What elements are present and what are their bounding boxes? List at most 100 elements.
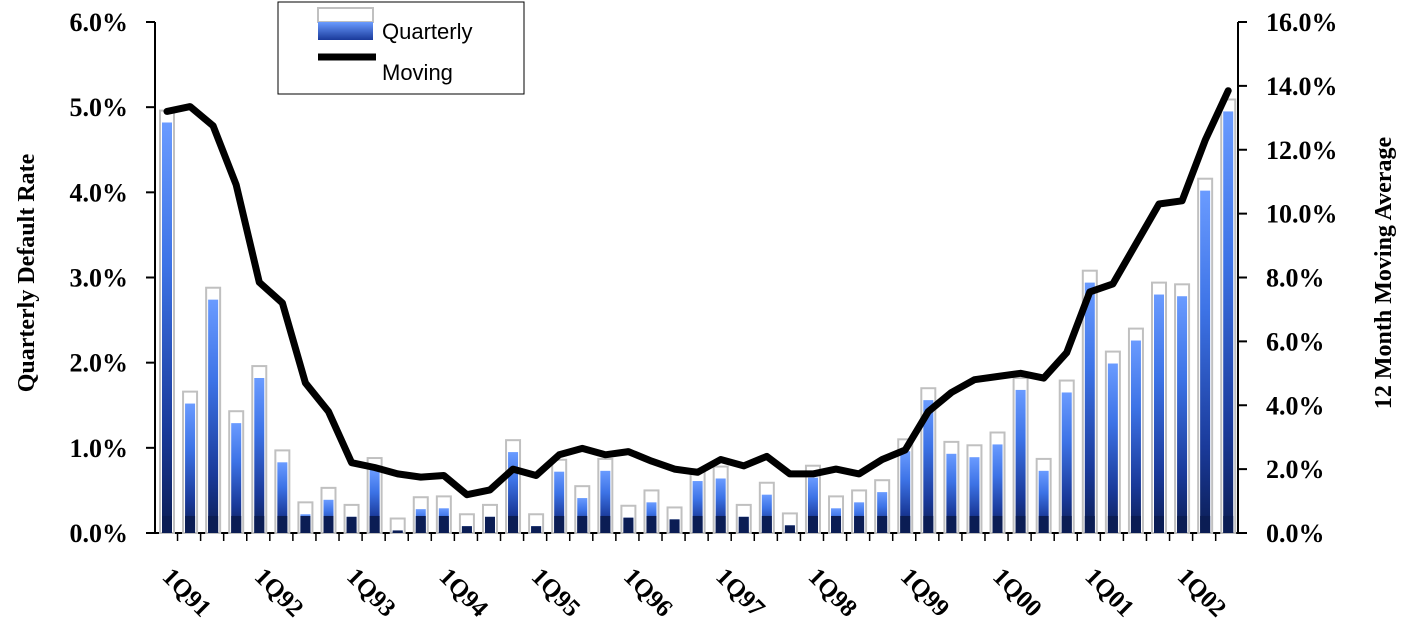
right-axis-tick-label: 6.0% (1266, 327, 1325, 356)
right-axis-tick-label: 4.0% (1266, 391, 1325, 420)
x-axis-tick-label: 1Q92 (249, 563, 308, 622)
quarterly-bar-base (692, 515, 703, 533)
quarterly-bar-base (784, 525, 795, 533)
quarterly-bar (162, 122, 172, 533)
left-axis-ticks (146, 21, 155, 534)
quarterly-bar (807, 477, 818, 533)
quarterly-bar (969, 457, 980, 533)
quarterly-bar-base (807, 515, 818, 533)
left-axis-tick-labels: 0.0% 1.0% 2.0% 3.0% 4.0% 5.0% 6.0% (70, 8, 129, 548)
quarterly-bar-base (1200, 515, 1211, 533)
quarterly-bar-base (508, 515, 519, 533)
quarterly-bar-base (277, 515, 288, 533)
x-axis-tick-label: 1Q97 (710, 563, 769, 622)
x-axis-tick-label: 1Q98 (803, 563, 862, 622)
quarterly-bar (1200, 190, 1211, 533)
quarterly-bar-base (992, 515, 1003, 533)
quarterly-bar-base (900, 515, 911, 533)
quarterly-bar (877, 492, 888, 533)
quarterly-bar-base (392, 530, 403, 533)
x-axis-tick-label: 1Q93 (341, 563, 400, 622)
quarterly-bar-base (231, 515, 242, 533)
quarterly-bar (692, 481, 703, 533)
quarterly-bar-base (854, 515, 865, 533)
quarterly-bar-base (923, 515, 934, 533)
legend-moving-label: Moving (382, 60, 453, 85)
x-axis-tick-label: 1Q91 (157, 563, 216, 622)
quarterly-bar-base (254, 515, 265, 533)
left-axis-tick-label: 6.0% (70, 8, 129, 37)
quarterly-bar-base (946, 515, 957, 533)
quarterly-bar-base (1061, 515, 1072, 533)
quarterly-bar-base (1223, 515, 1234, 533)
quarterly-bar-base (1177, 515, 1188, 533)
quarterly-bar-base (715, 515, 726, 533)
quarterly-bar (900, 451, 911, 533)
x-axis-tick-label: 1Q99 (895, 563, 954, 622)
x-axis-tick-labels: 1Q91 1Q92 1Q93 1Q94 1Q95 1Q96 1Q97 1Q98 1Q99 1Q00… (157, 563, 1231, 623)
quarterly-bar-base (162, 515, 172, 533)
quarterly-bar-base (300, 515, 311, 533)
left-axis-tick-label: 4.0% (70, 178, 129, 207)
x-axis-tick-label: 1Q96 (618, 563, 677, 622)
quarterly-bar-base (646, 515, 657, 533)
quarterly-bar (1038, 470, 1049, 533)
quarterly-bar-base (669, 519, 680, 533)
quarterly-bar-base (208, 515, 219, 533)
quarterly-bar-base (831, 515, 842, 533)
quarterly-bar (600, 470, 611, 533)
quarterly-bar (1177, 296, 1188, 533)
quarterly-bar-base (369, 515, 380, 533)
left-axis-tick-label: 2.0% (70, 349, 129, 378)
quarterly-bar (1154, 294, 1165, 533)
quarterly-bar-base (1130, 515, 1141, 533)
quarterly-bar-base (969, 515, 980, 533)
quarterly-bar (1084, 282, 1095, 533)
quarterly-bar-base (1038, 515, 1049, 533)
quarterly-bar (946, 453, 957, 533)
quarterly-bar-base (531, 526, 542, 533)
x-axis-tick-label: 1Q95 (526, 563, 585, 622)
quarterly-bar-base (554, 515, 565, 533)
quarterly-bar (992, 444, 1003, 533)
legend: Quarterly Moving (277, 1, 525, 95)
quarterly-bar-base (323, 515, 334, 533)
quarterly-bar-base (1154, 515, 1165, 533)
legend-quarterly-swatch (318, 22, 373, 40)
right-axis-tick-label: 8.0% (1266, 264, 1325, 293)
quarterly-bar (185, 403, 196, 533)
quarterly-bar-base (1084, 515, 1095, 533)
quarterly-bar (1015, 389, 1026, 533)
right-axis-tick-label: 12.0% (1266, 136, 1338, 165)
quarterly-bar-base (185, 515, 196, 533)
right-axis-tick-label: 10.0% (1266, 200, 1338, 229)
quarterly-bar (1107, 363, 1118, 533)
quarterly-bar-base (346, 516, 357, 533)
x-axis-ticks (176, 533, 1217, 541)
quarterly-bar (1130, 340, 1141, 533)
quarterly-bar (231, 423, 242, 533)
moving-average-line (163, 87, 1232, 499)
quarterly-bar (923, 400, 934, 533)
left-axis-tick-label: 1.0% (70, 434, 129, 463)
quarterly-bar-base (438, 515, 449, 533)
quarterly-bar-base (1107, 515, 1118, 533)
quarterly-bar (254, 377, 265, 533)
quarterly-bar-base (415, 515, 426, 533)
x-axis-tick-label: 1Q00 (987, 563, 1046, 622)
quarterly-bar (715, 478, 726, 533)
quarterly-bar-base (461, 526, 472, 533)
right-axis-tick-labels: 0.0% 2.0% 4.0% 6.0% 8.0% 10.0% 12.0% 14.0% 16.0% (1266, 8, 1338, 548)
quarterly-bar (577, 498, 588, 533)
quarterly-bar (508, 452, 519, 533)
quarterly-bar-base (1015, 515, 1026, 533)
quarterly-bars (159, 98, 1237, 535)
quarterly-bar (208, 299, 219, 533)
quarterly-bar (1061, 392, 1072, 533)
quarterly-bar (1223, 111, 1234, 534)
x-axis-tick-label: 1Q02 (1172, 563, 1231, 622)
left-axis-title: Quarterly Default Rate (14, 153, 40, 392)
quarterly-bar-base (761, 515, 772, 533)
quarterly-bar (277, 462, 288, 533)
quarterly-bar-base (877, 515, 888, 533)
